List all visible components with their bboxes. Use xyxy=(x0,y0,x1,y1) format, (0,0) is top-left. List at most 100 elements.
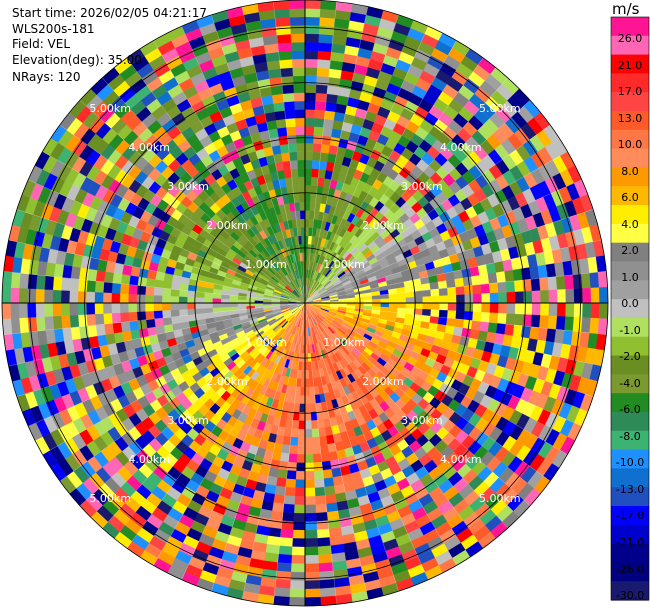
range-ring-label: 3.00km xyxy=(167,414,209,427)
velocity-cell xyxy=(319,444,329,454)
range-ring-label: 2.00km xyxy=(362,219,404,232)
velocity-cell xyxy=(488,312,499,324)
ray-separator xyxy=(304,302,531,506)
velocity-cell xyxy=(380,302,390,308)
velocity-cell xyxy=(283,495,296,505)
colorbar-tick-label: 2.0 xyxy=(621,244,639,258)
velocity-cell xyxy=(581,272,591,289)
velocity-cell xyxy=(27,288,37,304)
velocity-cell xyxy=(437,316,448,326)
velocity-cell xyxy=(35,274,46,290)
velocity-cell xyxy=(178,289,188,297)
velocity-cell xyxy=(463,311,474,321)
velocity-cell xyxy=(422,309,432,317)
velocity-cell xyxy=(161,309,172,319)
velocity-cell xyxy=(531,302,541,316)
velocity-cell xyxy=(481,293,491,304)
velocity-cell xyxy=(274,17,291,27)
velocity-cell xyxy=(287,134,297,145)
velocity-cell xyxy=(472,302,482,313)
velocity-cell xyxy=(539,277,549,291)
velocity-cell xyxy=(103,323,114,335)
velocity-cell xyxy=(293,92,306,102)
velocity-cell xyxy=(472,284,482,295)
velocity-cell xyxy=(304,403,311,413)
nrays-label: NRays: 120 xyxy=(12,70,81,84)
colorbar-tick-label: 17.0 xyxy=(617,85,643,98)
velocity-cell xyxy=(162,280,173,290)
velocity-cell xyxy=(279,143,290,154)
velocity-cell xyxy=(290,563,306,573)
range-ring-label: 3.00km xyxy=(401,180,443,193)
colorbar-tick-label: -26.0 xyxy=(615,562,645,576)
velocity-cell xyxy=(291,546,306,556)
velocity-cell xyxy=(430,309,440,318)
ray-separator xyxy=(304,40,457,304)
velocity-cell xyxy=(295,470,306,480)
velocity-cell xyxy=(430,288,440,297)
velocity-cell xyxy=(315,84,329,94)
velocity-cell xyxy=(582,302,592,319)
ray-separator xyxy=(304,209,594,304)
velocity-cell xyxy=(153,286,163,296)
velocity-cell xyxy=(283,168,292,179)
velocity-cell xyxy=(35,302,45,318)
velocity-cell xyxy=(86,279,96,293)
velocity-cell xyxy=(304,445,314,455)
velocity-cell xyxy=(52,302,62,317)
velocity-cell xyxy=(270,85,284,96)
velocity-cell xyxy=(103,271,114,283)
ray-separator xyxy=(304,124,551,304)
velocity-cell xyxy=(299,386,306,396)
velocity-cell xyxy=(154,317,164,327)
velocity-cell xyxy=(514,302,524,315)
velocity-cell xyxy=(278,545,293,556)
velocity-cell xyxy=(275,477,287,488)
velocity-cell xyxy=(320,143,331,154)
velocity-cell xyxy=(326,510,340,521)
velocity-cell xyxy=(496,271,507,283)
velocity-cell xyxy=(573,288,583,304)
velocity-cell xyxy=(299,403,306,413)
velocity-cell xyxy=(311,420,319,430)
velocity-cell xyxy=(282,435,292,446)
velocity-cell xyxy=(52,315,63,330)
velocity-cell xyxy=(291,176,299,186)
ray-separator xyxy=(304,14,399,304)
velocity-cell xyxy=(599,302,609,320)
velocity-cell xyxy=(286,470,297,480)
velocity-cell xyxy=(271,93,285,104)
velocity-cell xyxy=(229,302,238,308)
velocity-cell xyxy=(488,282,499,294)
velocity-cell xyxy=(52,289,62,304)
velocity-cell xyxy=(270,510,284,521)
colorbar-tick-label: -1.0 xyxy=(619,323,641,337)
velocity-cell xyxy=(60,302,70,316)
velocity-cell xyxy=(119,283,130,294)
velocity-cell xyxy=(300,378,306,388)
velocity-cell xyxy=(304,563,320,573)
velocity-cell xyxy=(299,193,306,203)
velocity-cell xyxy=(274,587,291,598)
range-ring-label: 4.00km xyxy=(128,453,170,466)
velocity-cell xyxy=(10,317,21,334)
ray-separator xyxy=(304,271,607,304)
velocity-cell xyxy=(178,309,188,317)
velocity-cell xyxy=(540,302,550,316)
velocity-cell xyxy=(314,478,325,489)
velocity-cell xyxy=(153,302,163,312)
velocity-cell xyxy=(565,288,575,304)
velocity-cell xyxy=(86,302,96,315)
velocity-cell xyxy=(282,503,295,514)
velocity-cell xyxy=(285,117,296,128)
velocity-cell xyxy=(212,297,222,304)
range-ring-label: 2.00km xyxy=(206,375,248,388)
velocity-cell xyxy=(321,460,332,471)
ray-separator xyxy=(304,77,508,304)
velocity-cell xyxy=(437,280,448,290)
velocity-cell xyxy=(304,487,316,497)
velocity-cell xyxy=(276,33,292,44)
velocity-cell xyxy=(479,321,490,333)
velocity-cell xyxy=(322,127,333,137)
velocity-cell xyxy=(315,92,328,103)
